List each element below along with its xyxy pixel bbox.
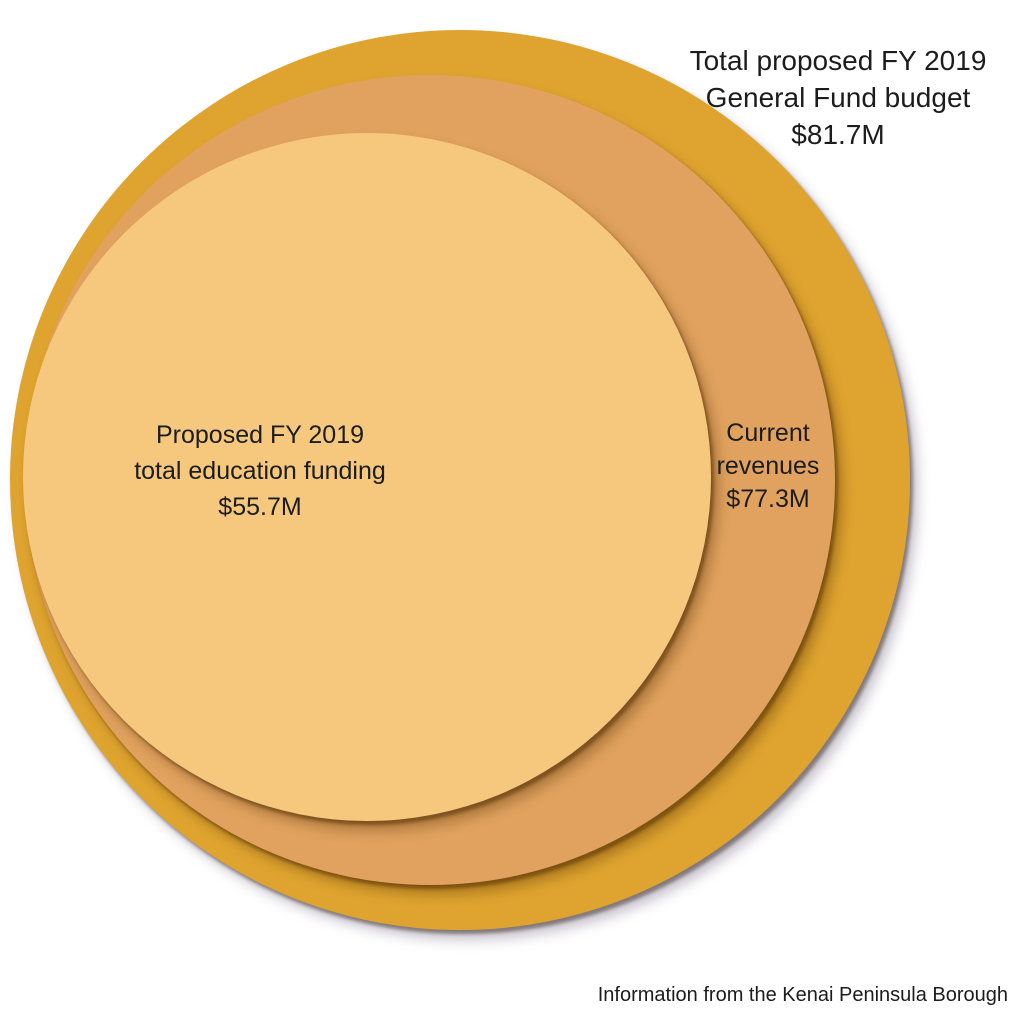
education-funding-circle	[23, 133, 711, 821]
label-value: $55.7M	[218, 493, 302, 521]
label-value: $81.7M	[791, 119, 885, 150]
label-line: Current	[726, 419, 810, 447]
education-funding-label: Proposed FY 2019 total education funding…	[134, 417, 386, 525]
total-budget-label: Total proposed FY 2019 General Fund budg…	[690, 42, 987, 153]
label-value: $77.3M	[726, 485, 810, 513]
label-line: General Fund budget	[705, 82, 971, 113]
label-line: revenues	[716, 452, 820, 480]
label-line: Total proposed FY 2019	[689, 45, 987, 76]
source-note: Information from the Kenai Peninsula Bor…	[597, 984, 1008, 1006]
label-line: total education funding	[134, 457, 386, 485]
current-revenues-label: Current revenues $77.3M	[717, 417, 820, 516]
label-line: Proposed FY 2019	[155, 421, 365, 449]
